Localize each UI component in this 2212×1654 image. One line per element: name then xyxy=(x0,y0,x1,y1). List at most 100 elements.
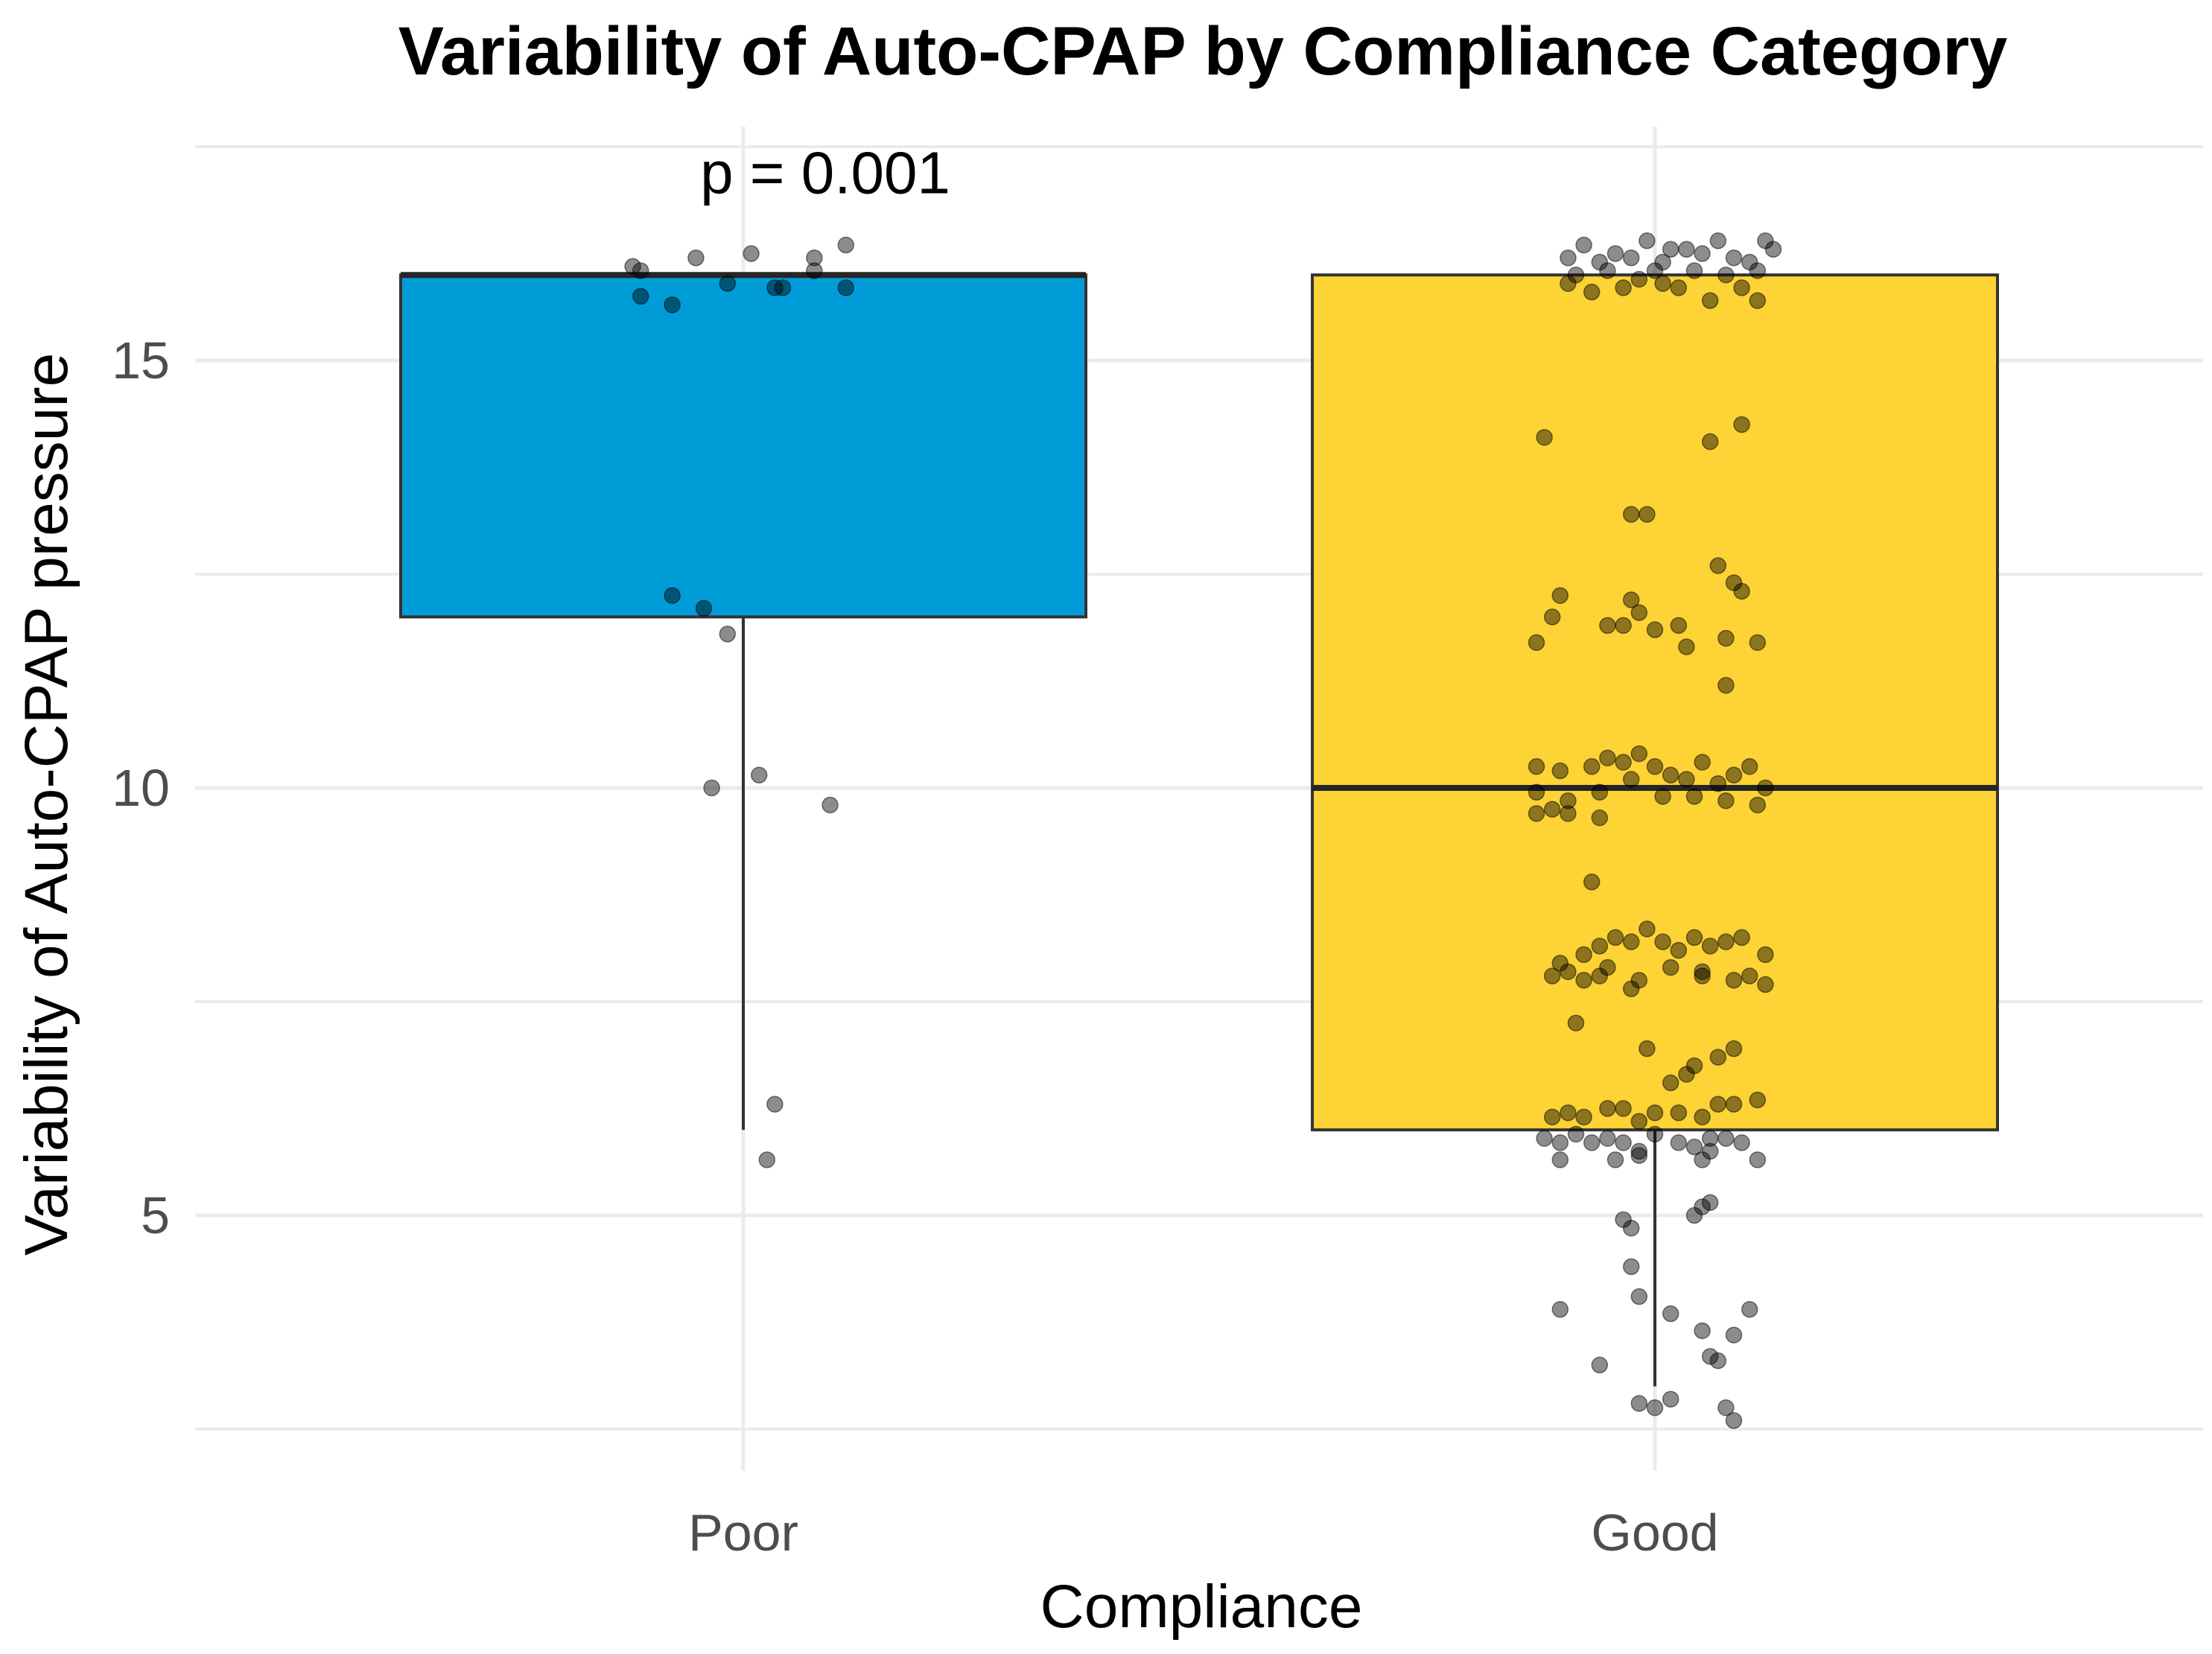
data-point xyxy=(1630,1113,1648,1130)
data-point xyxy=(1622,1219,1640,1237)
data-point xyxy=(632,262,649,279)
data-point xyxy=(1725,1412,1743,1429)
data-point xyxy=(1646,621,1664,638)
data-point xyxy=(1749,1091,1767,1109)
data-point xyxy=(719,626,737,643)
data-point xyxy=(1560,1104,1577,1122)
data-point xyxy=(1725,1095,1743,1113)
data-point xyxy=(1591,809,1609,827)
boxes xyxy=(399,272,1999,1387)
data-point xyxy=(1709,232,1727,249)
data-point xyxy=(758,1151,776,1168)
data-point xyxy=(1583,874,1601,891)
data-point xyxy=(774,279,792,296)
chart-title: Variability of Auto-CPAP by Compliance C… xyxy=(398,13,2008,89)
data-point xyxy=(1622,506,1640,523)
data-point xyxy=(1630,1288,1648,1305)
data-point xyxy=(1717,1399,1735,1416)
data-point xyxy=(1701,1142,1719,1160)
data-point xyxy=(1709,775,1727,792)
data-point xyxy=(1599,1130,1616,1147)
data-point xyxy=(1764,241,1782,258)
data-point xyxy=(1646,1104,1664,1122)
data-point xyxy=(1599,1100,1616,1117)
data-point xyxy=(1567,1014,1585,1031)
data-point xyxy=(1543,801,1561,818)
data-point xyxy=(632,287,649,305)
data-point xyxy=(664,296,681,314)
data-point xyxy=(1560,805,1577,822)
data-point xyxy=(1654,788,1671,805)
data-point xyxy=(1560,275,1577,292)
data-point xyxy=(1757,779,1774,797)
data-point xyxy=(1749,292,1767,309)
data-point xyxy=(1551,1134,1569,1151)
x-axis-title: Compliance xyxy=(1040,1573,1363,1641)
data-point xyxy=(1639,232,1656,249)
data-point xyxy=(1733,929,1750,947)
data-point xyxy=(1575,236,1592,254)
data-point xyxy=(1694,967,1711,985)
data-point xyxy=(1733,1134,1750,1151)
data-point xyxy=(1725,1326,1743,1343)
y-axis-title: Variability of Auto-CPAP pressure xyxy=(13,353,80,1256)
data-point xyxy=(1622,591,1640,608)
data-point xyxy=(1678,638,1695,655)
data-point xyxy=(1630,1395,1648,1412)
data-point xyxy=(1646,758,1664,775)
data-point xyxy=(1583,1134,1601,1151)
data-point xyxy=(1646,1125,1664,1143)
data-point xyxy=(1694,245,1711,262)
y-tick-label: 5 xyxy=(141,1186,170,1244)
data-point xyxy=(1694,1322,1711,1340)
data-point xyxy=(1630,745,1648,763)
data-point xyxy=(1662,241,1679,258)
data-point xyxy=(1757,946,1774,964)
data-point xyxy=(1717,629,1735,647)
data-point xyxy=(1622,771,1640,788)
data-point xyxy=(1749,1151,1767,1168)
data-point xyxy=(1630,1142,1648,1160)
data-point xyxy=(1599,617,1616,634)
box-good xyxy=(1311,273,1999,1132)
data-point xyxy=(1543,608,1561,626)
p-value-annotation: p = 0.001 xyxy=(700,139,950,206)
data-point xyxy=(1717,1130,1735,1147)
data-point xyxy=(1615,1100,1632,1117)
data-point xyxy=(1670,1104,1688,1122)
data-point xyxy=(1685,262,1703,279)
data-point xyxy=(1725,249,1743,267)
data-point xyxy=(1670,941,1688,959)
data-point xyxy=(1741,967,1758,985)
data-point xyxy=(1583,283,1601,301)
data-point xyxy=(1662,1305,1679,1323)
data-point xyxy=(1599,262,1616,279)
data-point xyxy=(1639,1040,1656,1057)
data-point xyxy=(624,258,641,275)
data-point xyxy=(1662,1390,1679,1408)
data-point xyxy=(1622,933,1640,950)
data-point xyxy=(1543,967,1561,985)
data-point xyxy=(1560,963,1577,981)
data-point xyxy=(1560,249,1577,267)
data-point xyxy=(1551,762,1569,780)
data-point xyxy=(1528,634,1545,652)
data-point xyxy=(1670,617,1688,634)
data-point xyxy=(1725,972,1743,989)
data-point xyxy=(1709,1049,1727,1066)
data-point xyxy=(1654,933,1671,950)
data-point xyxy=(719,275,737,292)
data-point xyxy=(1725,766,1743,784)
data-point xyxy=(1685,1138,1703,1156)
data-point xyxy=(1694,1108,1711,1126)
data-point xyxy=(1709,1352,1727,1370)
data-point xyxy=(1615,279,1632,296)
data-point xyxy=(1599,749,1616,767)
data-point xyxy=(1733,582,1750,600)
data-point xyxy=(1591,938,1609,955)
data-point xyxy=(1749,796,1767,814)
x-tick-label-poor: Poor xyxy=(688,1504,798,1562)
data-point xyxy=(1630,1147,1648,1164)
